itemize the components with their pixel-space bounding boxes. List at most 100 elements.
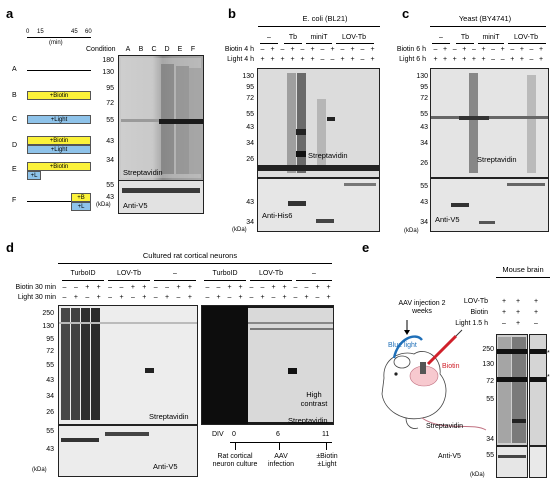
mw-marker: 55 bbox=[106, 117, 114, 124]
b-sign: + bbox=[350, 56, 355, 63]
e-star: * bbox=[547, 374, 550, 381]
d-contrast-sign: – bbox=[293, 284, 298, 291]
b-sign: + bbox=[370, 46, 375, 53]
mw-marker: 34 bbox=[246, 219, 254, 226]
mw-marker: 250 bbox=[482, 346, 494, 353]
d-contrast-sign: – bbox=[216, 284, 221, 291]
d-contrast-sign: + bbox=[260, 294, 265, 301]
d-v5-label: Anti-V5 bbox=[153, 462, 178, 471]
c-sign: – bbox=[491, 56, 496, 63]
b-group-underline bbox=[306, 43, 332, 44]
d-sign: – bbox=[153, 284, 158, 291]
d-sign: – bbox=[62, 284, 67, 291]
a-row-line bbox=[27, 70, 91, 71]
a-lane-label: E bbox=[177, 46, 183, 53]
d-sign: + bbox=[130, 284, 135, 291]
d-contrast-sign: – bbox=[260, 284, 265, 291]
d-sign: + bbox=[165, 294, 170, 301]
mw-marker: 130 bbox=[42, 323, 54, 330]
d-div-tick: 6 bbox=[276, 431, 280, 438]
c-row2-label: Light 6 h bbox=[399, 56, 426, 63]
blot-c-v5: Anti-V5 bbox=[430, 178, 549, 232]
d-group-underline bbox=[62, 280, 104, 281]
b-strep-label: Streptavidin bbox=[308, 151, 348, 160]
b-sign: – bbox=[260, 46, 265, 53]
c-sign: + bbox=[452, 56, 457, 63]
b-group: LOV-Tb bbox=[341, 34, 367, 41]
b-sign: + bbox=[270, 46, 275, 53]
b-sign: – bbox=[360, 46, 365, 53]
a-row-letter: A bbox=[12, 66, 17, 73]
a-biotin-bar: +Biotin bbox=[27, 91, 91, 100]
mw-marker: 26 bbox=[420, 160, 428, 167]
e-sign: + bbox=[515, 320, 521, 327]
mw-marker: 34 bbox=[420, 219, 428, 226]
d-contrast-sign: + bbox=[227, 284, 232, 291]
mw-marker: 34 bbox=[106, 157, 114, 164]
c-sign: – bbox=[529, 56, 534, 63]
mw-marker: 130 bbox=[482, 361, 494, 368]
b-sign: – bbox=[280, 46, 285, 53]
a-axis-unit: (min) bbox=[49, 40, 63, 46]
b-sign: – bbox=[320, 46, 325, 53]
d-contrast-sign: – bbox=[205, 284, 210, 291]
d-sign: – bbox=[108, 284, 113, 291]
c-sign: – bbox=[452, 46, 457, 53]
blot-e-streptavidin-2 bbox=[529, 334, 547, 446]
c-group: miniT bbox=[482, 34, 500, 41]
panel-a-label: a bbox=[6, 6, 14, 21]
d-group-underline bbox=[296, 280, 332, 281]
c-group: Tb bbox=[460, 34, 470, 41]
mw-marker: 95 bbox=[246, 84, 254, 91]
mw-marker: 43 bbox=[420, 199, 428, 206]
d-sign: + bbox=[142, 284, 147, 291]
d-timeline-axis bbox=[230, 442, 332, 443]
d-group: – bbox=[173, 270, 177, 277]
mw-marker: 43 bbox=[246, 199, 254, 206]
d-sign: + bbox=[73, 294, 78, 301]
mw-marker: 43 bbox=[106, 194, 114, 201]
d-contrast-sign: – bbox=[249, 294, 254, 301]
d-sign: + bbox=[85, 284, 90, 291]
b-row2-label: Light 4 h bbox=[227, 56, 254, 63]
mw-marker: 72 bbox=[486, 378, 494, 385]
c-sign: + bbox=[539, 56, 544, 63]
d-timeline-step: Rat cortical neuron culture bbox=[212, 453, 258, 468]
e-row-label: Light 1.5 h bbox=[455, 320, 488, 327]
c-sign: + bbox=[510, 56, 515, 63]
blot-b-his6: Anti-His6 bbox=[257, 178, 380, 232]
a-tick-45: 45 bbox=[71, 29, 78, 35]
c-sign: + bbox=[481, 56, 486, 63]
a-lane-label: A bbox=[125, 46, 131, 53]
c-row1-label: Biotin 6 h bbox=[396, 46, 426, 53]
kda-label: (kDa) bbox=[404, 228, 419, 234]
c-sign: + bbox=[443, 56, 448, 63]
b-sign: + bbox=[340, 56, 345, 63]
d-strep-label: Streptavidin bbox=[149, 412, 189, 421]
d-contrast-group: LOV-Tb bbox=[258, 270, 284, 277]
mw-marker: 34 bbox=[420, 140, 428, 147]
c-group: – bbox=[439, 34, 443, 41]
d-sign: + bbox=[187, 294, 192, 301]
e-v5-label: Anti-V5 bbox=[438, 453, 461, 460]
a-row-letter: C bbox=[12, 116, 18, 123]
e-strep-label: Streptavidin bbox=[426, 423, 463, 430]
a-light-bar: +Light bbox=[27, 115, 91, 124]
d-sign: – bbox=[153, 294, 158, 301]
d-contrast-sign: + bbox=[315, 284, 320, 291]
c-sign: + bbox=[519, 56, 524, 63]
a-time-axis bbox=[27, 37, 91, 38]
mw-marker: 180 bbox=[102, 57, 114, 64]
b-sign: – bbox=[340, 46, 345, 53]
d-high-contrast-label: High contrast bbox=[300, 390, 328, 408]
a-lane-label: C bbox=[151, 46, 157, 53]
e-blue-light-label: Blue light bbox=[388, 342, 417, 349]
b-group-underline bbox=[284, 43, 302, 44]
d-div-label: DIV bbox=[212, 431, 224, 438]
mw-marker: 55 bbox=[46, 362, 54, 369]
mw-marker: 34 bbox=[246, 140, 254, 147]
c-strep-label: Streptavidin bbox=[477, 155, 517, 164]
d-group-underline bbox=[204, 280, 246, 281]
blot-a-v5: Anti-V5 bbox=[118, 180, 204, 214]
b-his6-label: Anti-His6 bbox=[262, 211, 293, 220]
